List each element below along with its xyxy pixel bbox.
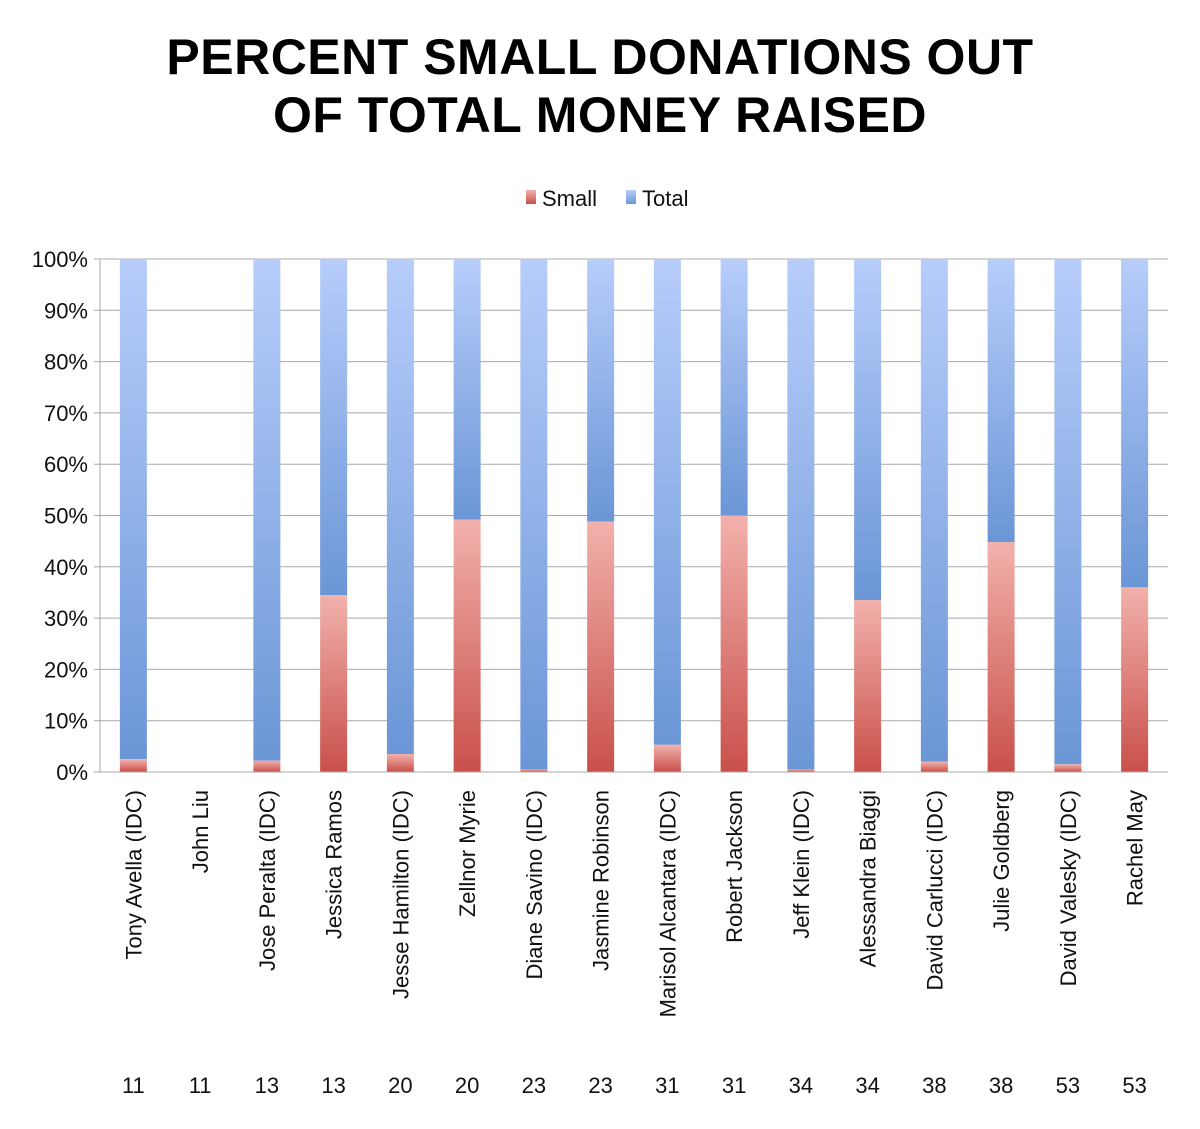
chart-bars	[119, 259, 1149, 772]
bar-small	[119, 759, 147, 772]
y-tick-label: 100%	[32, 247, 88, 272]
y-tick-label: 30%	[44, 606, 88, 631]
bar-total	[920, 259, 948, 762]
y-tick-label: 90%	[44, 298, 88, 323]
legend-label-small: Small	[542, 186, 597, 211]
bar-total	[520, 259, 548, 770]
district-label: 20	[455, 1073, 479, 1098]
category-label: Marisol Alcantara (IDC)	[655, 790, 680, 1017]
category-label: David Valesky (IDC)	[1056, 790, 1081, 986]
bar-total	[854, 259, 882, 601]
y-axis: 0% 10% 20% 30% 40% 50% 60% 70% 80% 90% 100%	[32, 247, 101, 785]
bar-small	[587, 521, 615, 772]
legend-swatch-total	[626, 190, 636, 204]
chart-title-line-2: OF TOTAL MONEY RAISED	[272, 87, 928, 143]
category-label: Jeff Klein (IDC)	[789, 790, 814, 939]
bar-small	[720, 515, 748, 772]
bar-small	[1121, 587, 1149, 772]
bar-total	[653, 259, 681, 745]
district-label: 53	[1056, 1073, 1080, 1098]
category-label: Alessandra Biaggi	[856, 790, 881, 967]
category-label: Jose Peralta (IDC)	[255, 790, 280, 971]
bar-small	[854, 600, 882, 772]
legend-label-total: Total	[642, 186, 688, 211]
y-tick-label: 40%	[44, 555, 88, 580]
bar-small	[787, 769, 815, 772]
bar-total	[787, 259, 815, 770]
chart-title-line-1: PERCENT SMALL DONATIONS OUT	[166, 29, 1034, 85]
bar-total	[720, 259, 748, 516]
district-label: 13	[255, 1073, 279, 1098]
category-label: Jessica Ramos	[322, 790, 347, 939]
district-label: 31	[722, 1073, 746, 1098]
district-label: 38	[989, 1073, 1013, 1098]
x-axis: Tony Avella (IDC) 11 John Liu 11 Jose Peralt…	[100, 771, 1168, 1098]
bar-total	[386, 259, 414, 755]
chart-legend: Small Total	[526, 186, 688, 211]
category-label: Jesse Hamilton (IDC)	[388, 790, 413, 999]
y-tick-label: 60%	[44, 452, 88, 477]
bar-total	[320, 259, 348, 596]
district-label: 34	[855, 1073, 879, 1098]
bar-total	[253, 259, 281, 761]
district-label: 31	[655, 1073, 679, 1098]
district-label: 11	[122, 1073, 145, 1098]
bar-small	[987, 542, 1015, 772]
category-label: Diane Savino (IDC)	[522, 790, 547, 980]
category-label: John Liu	[188, 790, 213, 873]
y-tick-label: 10%	[44, 709, 88, 734]
bar-small	[386, 754, 414, 772]
category-label: Zellnor Myrie	[455, 790, 480, 917]
bar-total	[453, 259, 481, 520]
bar-small	[920, 761, 948, 772]
district-label: 23	[522, 1073, 546, 1098]
bar-small	[253, 760, 281, 772]
category-label: Jasmine Robinson	[589, 790, 614, 971]
y-tick-label: 50%	[44, 504, 88, 529]
bar-total	[1121, 259, 1149, 588]
district-label: 23	[588, 1073, 612, 1098]
y-tick-label: 80%	[44, 350, 88, 375]
category-label: Julie Goldberg	[989, 790, 1014, 932]
legend-swatch-small	[526, 190, 536, 204]
bar-small	[653, 744, 681, 772]
bar-total	[987, 259, 1015, 543]
bar-total	[1054, 259, 1082, 765]
district-label: 34	[789, 1073, 813, 1098]
chart-title: PERCENT SMALL DONATIONS OUT OF TOTAL MON…	[0, 28, 1200, 144]
y-tick-label: 20%	[44, 657, 88, 682]
bar-total	[119, 259, 147, 760]
category-label: Robert Jackson	[722, 790, 747, 943]
bar-small	[1054, 764, 1082, 772]
district-label: 53	[1122, 1073, 1146, 1098]
bar-small	[453, 519, 481, 772]
category-label: David Carlucci (IDC)	[922, 790, 947, 990]
district-label: 11	[189, 1073, 212, 1098]
category-label: Tony Avella (IDC)	[121, 790, 146, 960]
district-label: 20	[388, 1073, 412, 1098]
bar-total	[587, 259, 615, 522]
district-label: 38	[922, 1073, 946, 1098]
bar-small	[520, 769, 548, 772]
bar-small	[320, 595, 348, 772]
y-tick-label: 0%	[56, 760, 88, 785]
category-label: Rachel May	[1123, 790, 1148, 906]
district-label: 13	[321, 1073, 345, 1098]
y-tick-label: 70%	[44, 401, 88, 426]
